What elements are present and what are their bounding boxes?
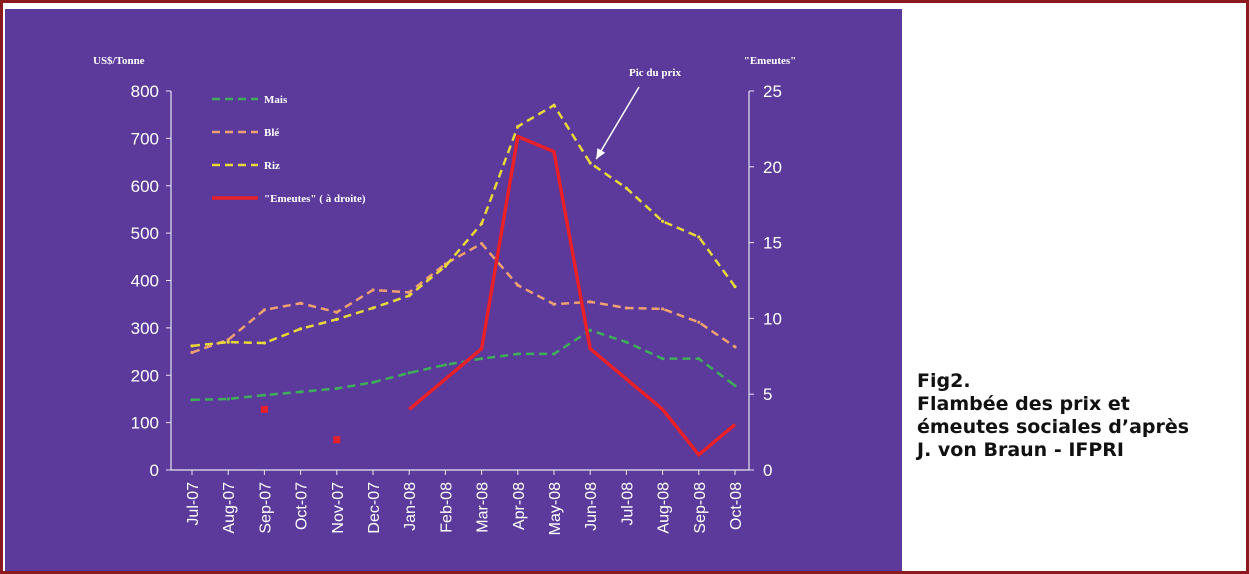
series-4-marker	[333, 436, 341, 444]
right-y-tick-label: 5	[763, 385, 772, 404]
series-2-point	[335, 310, 339, 314]
series-2-point	[697, 320, 701, 324]
series-3-point	[588, 161, 592, 165]
series-2-point	[407, 290, 411, 294]
x-tick-label: Apr-08	[511, 482, 528, 530]
annotation-label: Pic du prix	[629, 67, 681, 79]
x-tick-label: Jul-07	[185, 482, 202, 526]
series-2-point	[190, 350, 194, 355]
series-1-point	[552, 352, 556, 356]
left-y-axis-title: US$/Tonne	[93, 55, 145, 67]
left-y-tick-label: 600	[131, 177, 159, 196]
series-2-point	[262, 308, 266, 312]
series-1-point	[226, 397, 230, 401]
x-tick-label: May-08	[547, 482, 564, 535]
series-3-point	[335, 317, 339, 321]
series-1-point	[733, 384, 737, 388]
caption-line-1: Flambée des prix et	[917, 393, 1130, 415]
series-2-point	[299, 301, 303, 305]
series-1-point	[335, 386, 339, 391]
series-3-point	[407, 294, 411, 298]
series-1-point	[516, 352, 520, 356]
legend-label-4: "Emeutes" ( à droite)	[264, 193, 366, 205]
series-4-line	[408, 134, 737, 457]
series-3-point	[552, 103, 556, 107]
x-tick-label: Sep-07	[257, 482, 274, 534]
left-y-tick-label: 0	[150, 461, 159, 480]
series-1-point	[588, 328, 592, 332]
series-2-point	[552, 302, 556, 306]
price-riots-chart: 0 100 200 300 400 500 600 700 800 0 5 10 15 20 25 Jul-0…	[93, 55, 797, 535]
series-3-point	[661, 219, 665, 223]
series-2-point	[480, 241, 484, 246]
series-1-point	[299, 390, 303, 394]
series-3-point	[697, 235, 701, 239]
series-1-point	[407, 371, 411, 375]
right-y-tick-label: 20	[763, 158, 782, 177]
series-1-point	[480, 357, 484, 361]
series-3-line	[191, 103, 737, 348]
series-3-point	[262, 341, 266, 345]
annotation-arrow-shaft	[595, 86, 640, 160]
left-y-tick-label: 400	[131, 272, 159, 291]
series-2-point	[624, 306, 629, 310]
series-3-point	[624, 186, 629, 190]
series-1-point	[371, 380, 375, 384]
x-tick-label: Jan-08	[402, 482, 419, 531]
series-1-point	[624, 340, 629, 344]
x-tick-label: Oct-07	[294, 482, 311, 530]
legend-label-3: Riz	[264, 160, 280, 172]
x-tick-label: Sep-08	[692, 482, 709, 534]
right-y-tick-label: 0	[763, 461, 772, 480]
right-y-tick-label: 10	[763, 309, 782, 328]
series-3-point	[371, 306, 375, 310]
x-tick-label: Dec-07	[366, 482, 383, 534]
left-y-tick-label: 800	[131, 82, 159, 101]
caption-line-3: J. von Braun - IFPRI	[917, 439, 1124, 461]
left-y-tick-label: 700	[131, 129, 159, 148]
series-3-point	[443, 264, 447, 268]
series-3-point	[733, 285, 737, 289]
series-2-point	[226, 338, 230, 342]
series-2-point	[371, 288, 375, 292]
left-y-tick-label: 200	[131, 366, 159, 385]
left-y-tick-label: 300	[131, 319, 159, 338]
x-tick-label: Mar-08	[475, 482, 492, 533]
x-tick-label: Jul-08	[619, 482, 636, 526]
series-2-point	[588, 300, 592, 304]
right-y-tick-label: 25	[763, 82, 782, 101]
left-y-tick-label: 100	[131, 414, 159, 433]
series-4-marker	[260, 405, 268, 413]
right-y-axis-title: "Emeutes"	[744, 55, 797, 67]
series-2-point	[733, 345, 737, 349]
series-1-point	[661, 357, 665, 361]
series-3-point	[480, 222, 484, 226]
series-2-point	[661, 307, 665, 311]
legend-label-2: Blé	[264, 127, 279, 139]
left-y-tick-label: 500	[131, 224, 159, 243]
legend-label-1: Mais	[264, 94, 288, 106]
chart-panel: 0 100 200 300 400 500 600 700 800 0 5 10 15 20 25 Jul-0…	[5, 9, 902, 571]
right-y-tick-label: 15	[763, 234, 782, 253]
series-1-point	[697, 357, 701, 361]
x-tick-label: Oct-08	[728, 482, 745, 530]
series-2-line	[191, 242, 736, 354]
series-3-point	[299, 327, 303, 331]
x-tick-label: Aug-08	[656, 482, 673, 534]
figure-caption: Fig2. Flambée des prix et émeutes social…	[917, 370, 1237, 462]
caption-fig-number: Fig2.	[917, 370, 971, 392]
x-tick-label: Feb-08	[438, 482, 455, 533]
series-1-point	[262, 393, 266, 397]
x-tick-label: Jun-08	[583, 482, 600, 531]
x-tick-label: Aug-07	[221, 482, 238, 534]
series-3-point	[516, 124, 520, 129]
annotation-arrow-head	[596, 148, 606, 160]
series-1-point	[443, 363, 447, 367]
series-1-point	[190, 398, 194, 402]
series-3-point	[190, 344, 194, 348]
caption-line-2: émeutes sociales d’après	[917, 416, 1190, 438]
series-2-point	[516, 283, 520, 287]
series-3-point	[226, 340, 230, 344]
x-tick-label: Nov-07	[330, 482, 347, 534]
